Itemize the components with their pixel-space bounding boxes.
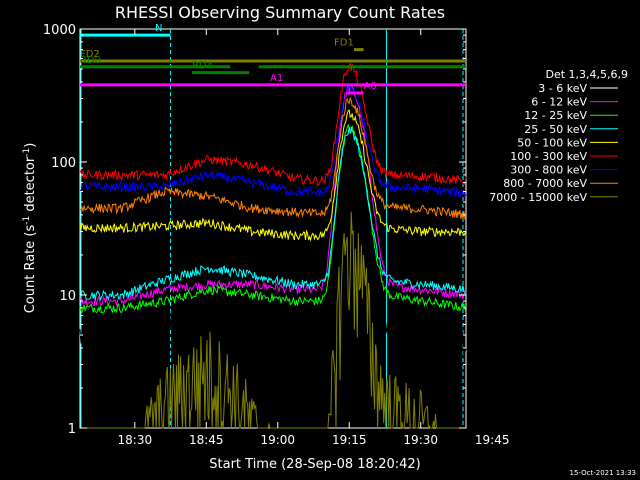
y-tick-label: 10 xyxy=(59,289,76,304)
series-line xyxy=(79,179,467,360)
chart-title: RHESSI Observing Summary Count Rates xyxy=(115,3,445,22)
axis-layer: 18:30 18:45 19:00 19:15 19:30 19:45 1 10 100 1000 xyxy=(43,23,510,447)
marker-label: N xyxy=(155,23,162,34)
series-line xyxy=(80,211,466,430)
x-tick-label: 19:00 xyxy=(260,433,295,447)
legend-label: 12 - 25 keV xyxy=(524,109,587,122)
series-line xyxy=(79,96,467,220)
marker-label: FD1 xyxy=(334,38,354,49)
legend-label: 800 - 7000 keV xyxy=(503,177,587,190)
legend-label: 300 - 800 keV xyxy=(510,164,587,177)
series-line xyxy=(79,123,467,314)
legend-label: 25 - 50 keV xyxy=(524,123,587,136)
marker-label: RD4 xyxy=(192,61,213,72)
legend-label: 100 - 300 keV xyxy=(510,150,587,163)
y-tick-label: 1 xyxy=(68,422,76,437)
y-tick-label: 1000 xyxy=(43,23,76,38)
y-axis-label-end: ) xyxy=(23,143,38,148)
series-line xyxy=(79,109,467,242)
legend-label: 50 - 100 keV xyxy=(517,136,587,149)
y-axis-label-sup2: -1 xyxy=(22,148,32,157)
marker-label: RD0 xyxy=(80,55,101,66)
x-tick-label: 19:15 xyxy=(332,433,367,447)
y-tick-label: 100 xyxy=(51,156,76,171)
x-tick-label: 19:30 xyxy=(403,433,438,447)
x-axis-label: Start Time (28-Sep-08 18:20:42) xyxy=(209,457,420,472)
series-layer xyxy=(79,62,467,430)
y-axis-label: Count Rate (s-1 detector-1) xyxy=(22,143,38,314)
marker-label: A1 xyxy=(270,73,283,84)
x-tick-label: 18:45 xyxy=(189,433,224,447)
legend-title: Det 1,3,4,5,6,9 xyxy=(545,68,628,81)
marker-label: FD2 xyxy=(80,49,100,60)
footer-timestamp: 15-Oct-2021 13:33 xyxy=(570,469,636,477)
series-line xyxy=(79,82,467,199)
marker-label: A0 xyxy=(364,81,377,92)
series-line xyxy=(79,62,467,187)
legend-label: 6 - 12 keV xyxy=(531,96,587,109)
y-axis-label-mid: detector xyxy=(23,156,38,216)
series-line xyxy=(79,83,467,308)
y-axis-label-sup1: -1 xyxy=(22,216,32,225)
legend-label: 3 - 6 keV xyxy=(538,82,587,95)
y-axis-label-main: Count Rate (s xyxy=(23,225,38,314)
series-line xyxy=(79,126,467,302)
x-tick-label: 18:30 xyxy=(118,433,153,447)
legend-label: 7000 - 15000 keV xyxy=(489,191,587,204)
x-tick-label: 19:45 xyxy=(475,433,510,447)
